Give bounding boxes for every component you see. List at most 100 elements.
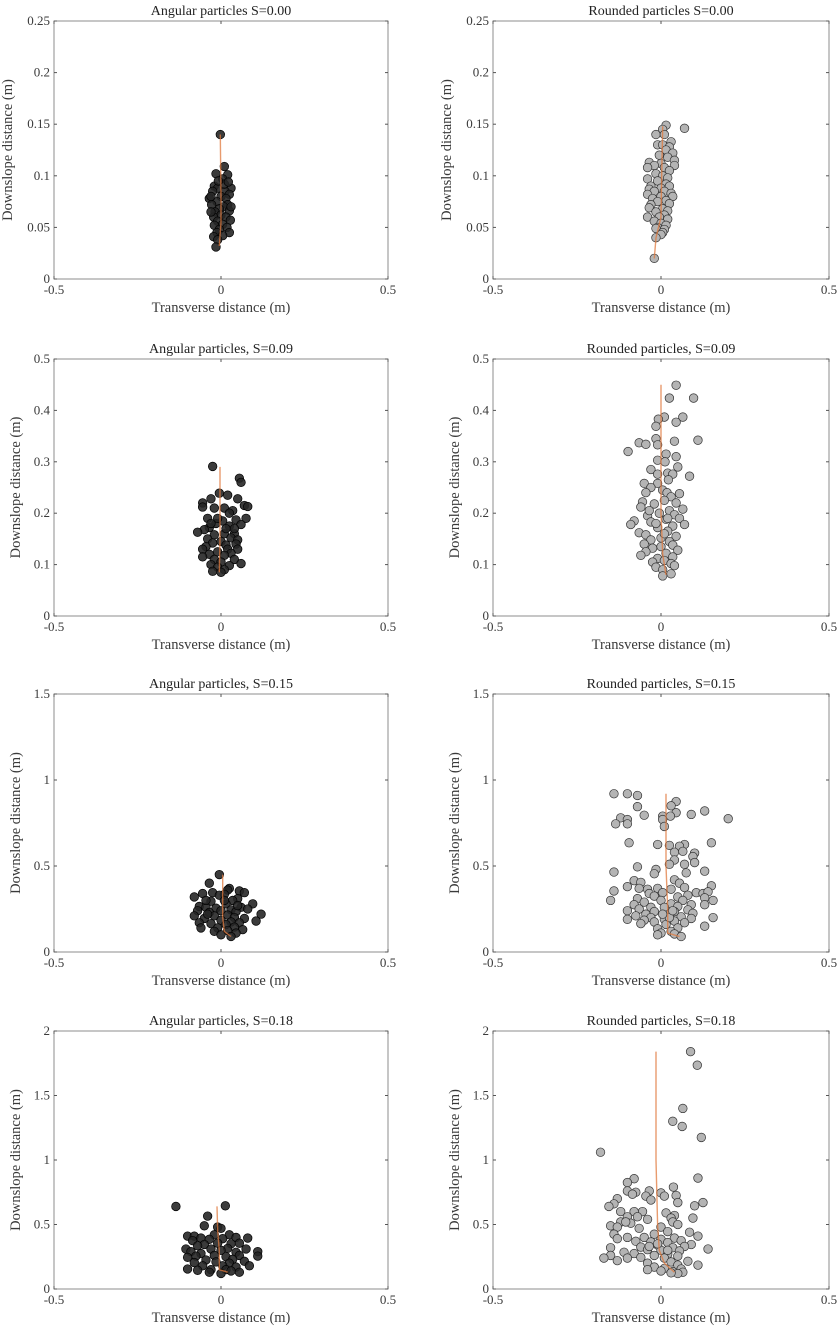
x-tick-label: 0.5 [380, 619, 396, 634]
y-tick-label: 0.1 [34, 168, 50, 183]
rounded-particle-point [627, 1189, 638, 1199]
y-tick-label: 0.5 [34, 351, 50, 366]
rounded-particle-point [679, 918, 690, 928]
angular-particle-point [206, 207, 216, 217]
angular-particle-point [206, 518, 216, 529]
angular-particle-point [229, 554, 240, 565]
angular-particle-point [207, 566, 218, 576]
angular-particle-point [201, 895, 211, 906]
angular-particle-point [204, 1267, 214, 1277]
rounded-particle-point [663, 475, 674, 485]
y-tick-label: 1 [44, 772, 51, 787]
y-tick-label: 0.5 [473, 351, 489, 366]
rounded-particle-point [605, 1243, 616, 1253]
angular-particle-point [197, 552, 208, 562]
rounded-particle-point [678, 1103, 688, 1114]
y-tick-label: 0.5 [473, 1217, 489, 1232]
y-axis-label: Downslope distance (m) [447, 416, 463, 558]
y-tick-label: 0.2 [473, 65, 489, 80]
y-tick-label: 0.1 [34, 557, 50, 572]
y-axis-label: Downslope distance (m) [447, 1089, 463, 1231]
x-tick-label: -0.5 [483, 1292, 504, 1307]
rounded-particle-point [649, 499, 659, 509]
rounded-particle-point [683, 1256, 693, 1266]
rounded-particle-point [642, 212, 653, 222]
axes-frame [53, 358, 389, 617]
angular-particle-point [226, 1266, 236, 1276]
rounded-particle-point [673, 545, 683, 555]
y-tick-label: 0.05 [466, 219, 489, 234]
rounded-particle-point [666, 801, 676, 811]
rounded-particle-point [631, 1236, 641, 1246]
rounded-particle-point [684, 1227, 695, 1237]
subplot-title: Rounded particles, S=0.18 [587, 1014, 736, 1029]
rounded-particle-point [652, 469, 663, 479]
mean-trajectory-line [655, 1051, 675, 1273]
x-tick-label: -0.5 [44, 1292, 65, 1307]
angular-particle-point [189, 911, 199, 921]
angular-particle-point [233, 494, 243, 504]
rounded-particle-point [674, 489, 685, 499]
rounded-particle-point [644, 203, 654, 213]
rounded-particle-point [692, 1060, 702, 1070]
rounded-particle-point [658, 909, 668, 919]
rounded-particle-point [610, 819, 621, 829]
rounded-particle-point [708, 912, 718, 923]
rounded-particle-point [671, 498, 681, 508]
rounded-particle-point [624, 838, 634, 848]
axes-frame [492, 20, 830, 280]
y-tick-label: 0.4 [473, 402, 490, 417]
angular-particle-point [192, 1265, 203, 1275]
rounded-particle-point [642, 162, 653, 173]
rounded-particle-point [649, 891, 659, 901]
rounded-particle-point [609, 789, 619, 799]
rounded-particle-point [639, 810, 649, 820]
x-tick-label: 0 [218, 619, 225, 634]
rounded-particle-point [676, 931, 686, 942]
rounded-particle-point [666, 569, 676, 579]
rounded-particle-point [622, 1253, 633, 1263]
x-tick-label: 0.5 [821, 955, 837, 970]
scatter-points [605, 789, 733, 942]
rounded-particle-point [626, 519, 636, 530]
angular-particle-point [236, 477, 246, 488]
rounded-particle-point [685, 1046, 696, 1057]
rounded-particle-point [659, 129, 670, 140]
y-tick-label: 1.5 [473, 1088, 489, 1103]
rounded-particle-point [679, 882, 690, 893]
rounded-particle-point [681, 868, 691, 878]
rounded-particle-point [696, 1132, 706, 1143]
subplot-4: Rounded particles, S=0.09-0.5 0 0.500.10.2… [447, 342, 837, 653]
rounded-particle-point [663, 513, 673, 523]
rounded-particle-point [644, 1241, 654, 1252]
rounded-particle-point [641, 487, 651, 498]
rounded-particle-point [686, 913, 696, 924]
x-tick-label: 0 [218, 955, 225, 970]
y-tick-label: 1 [483, 1152, 490, 1167]
angular-particle-point [199, 1221, 209, 1231]
subplot-title: Angular particles, S=0.18 [149, 1014, 293, 1029]
y-axis-label: Downslope distance (m) [8, 416, 24, 558]
y-tick-label: 0.15 [466, 116, 489, 131]
y-tick-label: 0.2 [473, 505, 489, 520]
rounded-particle-point [658, 571, 668, 581]
rounded-particle-point [666, 884, 676, 894]
rounded-particle-point [678, 504, 688, 514]
rounded-particle-point [659, 1191, 670, 1201]
y-axis-label: Downslope distance (m) [439, 79, 455, 221]
rounded-particle-point [664, 840, 675, 851]
rounded-particle-point [623, 446, 633, 457]
rounded-particle-point [669, 847, 680, 857]
rounded-particle-point [673, 1197, 683, 1208]
mean-trajectory-line [216, 1206, 228, 1273]
y-tick-label: 0 [44, 944, 51, 959]
y-tick-label: 1 [44, 1152, 51, 1167]
angular-particle-point [182, 1252, 193, 1263]
subplot-title: Rounded particles S=0.00 [588, 4, 733, 19]
angular-particle-point [251, 916, 261, 926]
rounded-particle-point [656, 1266, 666, 1276]
angular-particle-point [233, 900, 243, 911]
angular-particle-point [189, 1257, 199, 1268]
scatter-points [192, 461, 253, 577]
